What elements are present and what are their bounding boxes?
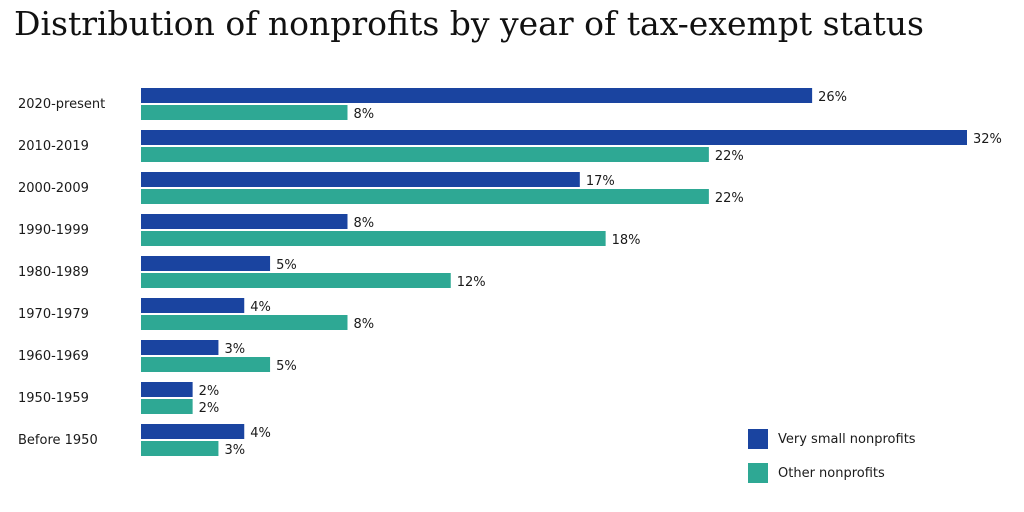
value-label-very-small-nonprofits-2000-2009: 17%: [586, 174, 615, 189]
bar-very-small-nonprofits-2020-present: [141, 88, 813, 103]
value-label-very-small-nonprofits-1980-1989: 5%: [276, 258, 297, 273]
category-label-1990-1999: 1990-1999: [18, 223, 89, 238]
bar-very-small-nonprofits-1960-1969: [141, 340, 219, 355]
bar-very-small-nonprofits-before-1950: [141, 424, 245, 439]
value-label-other-nonprofits-2020-present: 8%: [354, 107, 375, 122]
category-label-2010-2019: 2010-2019: [18, 139, 89, 154]
value-label-very-small-nonprofits-1950-1959: 2%: [199, 384, 220, 399]
bar-other-nonprofits-1990-1999: [141, 231, 606, 246]
bar-other-nonprofits-before-1950: [141, 441, 219, 456]
value-label-other-nonprofits-1990-1999: 18%: [612, 233, 641, 248]
bar-very-small-nonprofits-1970-1979: [141, 298, 245, 313]
bar-very-small-nonprofits-1950-1959: [141, 382, 193, 397]
value-label-very-small-nonprofits-2020-present: 26%: [818, 90, 847, 105]
legend-label-very-small: Very small nonprofits: [778, 431, 916, 447]
value-label-other-nonprofits-1970-1979: 8%: [354, 317, 375, 332]
bar-other-nonprofits-2000-2009: [141, 189, 709, 204]
value-label-very-small-nonprofits-1960-1969: 3%: [224, 342, 245, 357]
value-label-other-nonprofits-2010-2019: 22%: [715, 149, 744, 164]
chart-title: Distribution of nonprofits by year of ta…: [14, 4, 924, 43]
value-label-other-nonprofits-2000-2009: 22%: [715, 191, 744, 206]
category-label-1980-1989: 1980-1989: [18, 265, 89, 280]
bar-other-nonprofits-1980-1989: [141, 273, 451, 288]
bar-other-nonprofits-2010-2019: [141, 147, 709, 162]
bar-very-small-nonprofits-2010-2019: [141, 130, 967, 145]
value-label-other-nonprofits-1980-1989: 12%: [457, 275, 486, 290]
bar-other-nonprofits-1950-1959: [141, 399, 193, 414]
category-label-1970-1979: 1970-1979: [18, 307, 89, 322]
bar-very-small-nonprofits-2000-2009: [141, 172, 580, 187]
bar-very-small-nonprofits-1980-1989: [141, 256, 271, 271]
category-label-1950-1959: 1950-1959: [18, 391, 89, 406]
bar-other-nonprofits-2020-present: [141, 105, 348, 120]
bar-other-nonprofits-1970-1979: [141, 315, 348, 330]
legend-swatch-very-small: [748, 429, 768, 449]
value-label-very-small-nonprofits-before-1950: 4%: [250, 426, 271, 441]
category-label-before-1950: Before 1950: [18, 433, 98, 448]
bar-very-small-nonprofits-1990-1999: [141, 214, 348, 229]
legend-item-other: Other nonprofits: [748, 462, 916, 484]
legend-swatch-other: [748, 463, 768, 483]
legend: Very small nonprofits Other nonprofits: [748, 428, 916, 496]
value-label-very-small-nonprofits-1970-1979: 4%: [250, 300, 271, 315]
value-label-very-small-nonprofits-1990-1999: 8%: [354, 216, 375, 231]
bar-other-nonprofits-1960-1969: [141, 357, 271, 372]
legend-item-very-small: Very small nonprofits: [748, 428, 916, 450]
category-label-1960-1969: 1960-1969: [18, 349, 89, 364]
category-label-2020-present: 2020-present: [18, 97, 105, 112]
value-label-very-small-nonprofits-2010-2019: 32%: [973, 132, 1002, 147]
value-label-other-nonprofits-before-1950: 3%: [224, 443, 245, 458]
category-label-2000-2009: 2000-2009: [18, 181, 89, 196]
value-label-other-nonprofits-1960-1969: 5%: [276, 359, 297, 374]
value-label-other-nonprofits-1950-1959: 2%: [199, 401, 220, 416]
legend-label-other: Other nonprofits: [778, 465, 885, 481]
bars-layer: 2020-present 26% 8% 2010-2019 32% 22% 2000-200…: [18, 88, 1002, 458]
